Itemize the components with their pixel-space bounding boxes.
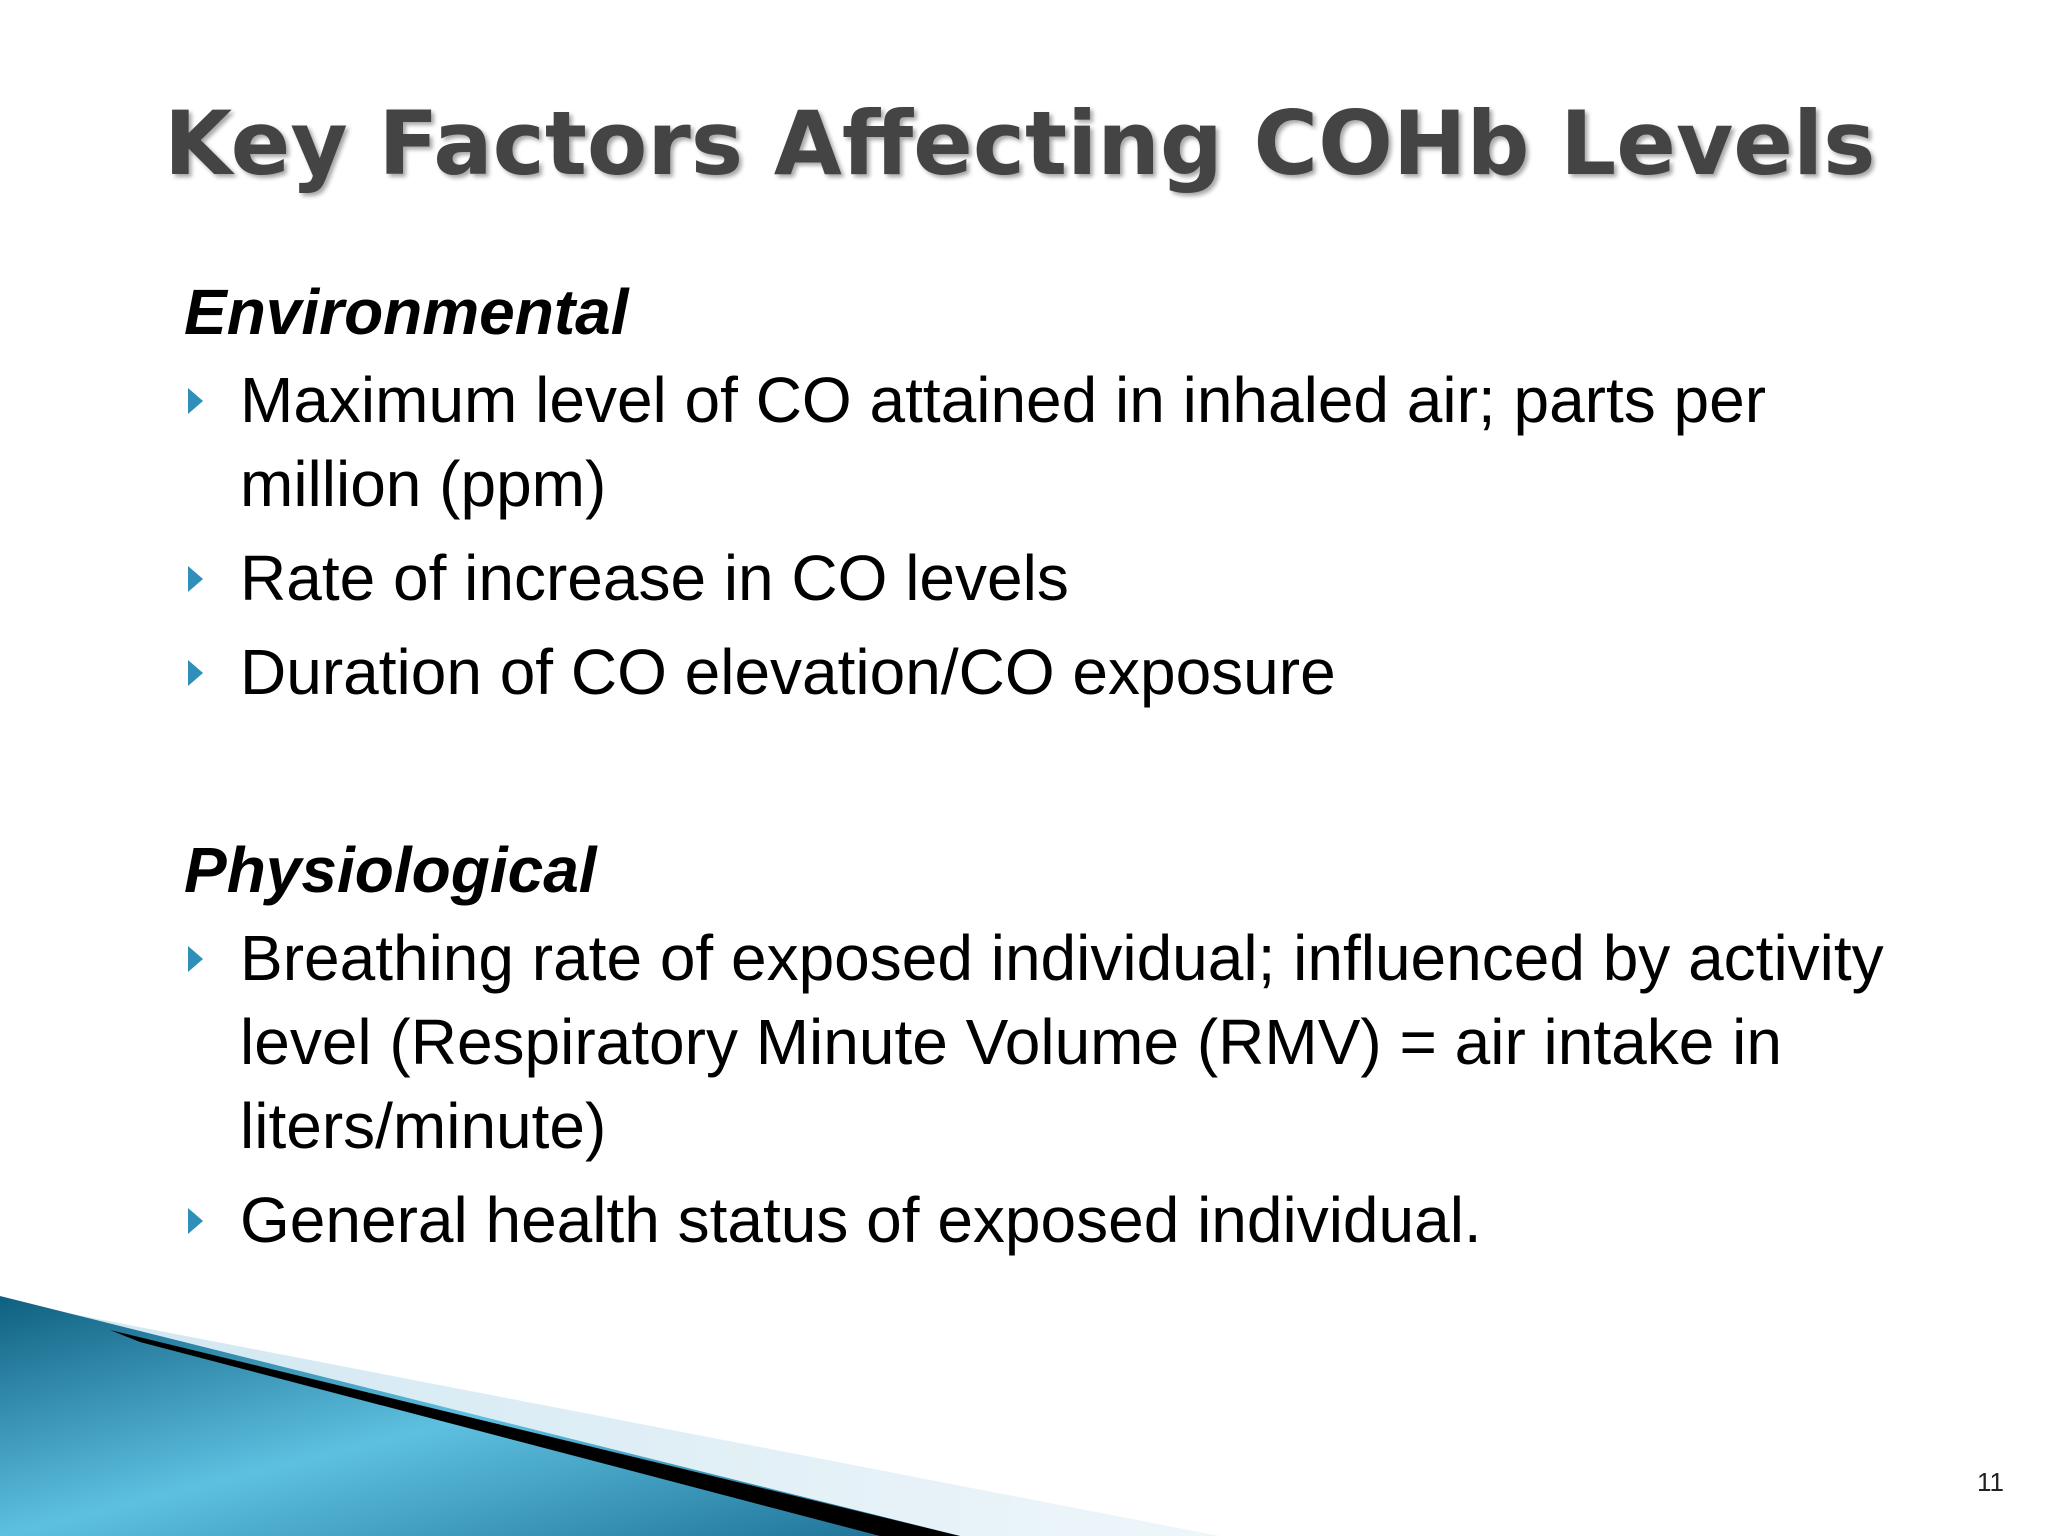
bullet-list: Breathing rate of exposed individual; in… — [184, 916, 1884, 1262]
blue-swoosh — [0, 1296, 960, 1536]
bullet-text: General health status of exposed individ… — [240, 1184, 1482, 1256]
section-spacer — [184, 724, 1884, 828]
bullet-text: Maximum level of CO attained in inhaled … — [240, 364, 1767, 520]
triangle-right-icon — [188, 1208, 203, 1234]
section-heading: Physiological — [184, 834, 597, 906]
list-item: Maximum level of CO attained in inhaled … — [184, 358, 1884, 526]
slide-content: Environmental Maximum level of CO attain… — [184, 270, 1884, 1272]
triangle-right-icon — [188, 660, 203, 686]
black-swoosh — [110, 1330, 960, 1536]
section-physiological: Physiological Breathing rate of exposed … — [184, 828, 1884, 1262]
bullet-list: Maximum level of CO attained in inhaled … — [184, 358, 1884, 714]
list-item: General health status of exposed individ… — [184, 1178, 1884, 1262]
bullet-text: Breathing rate of exposed individual; in… — [240, 922, 1884, 1162]
bullet-text: Duration of CO elevation/CO exposure — [240, 636, 1336, 708]
slide-number: 11 — [1977, 1467, 2004, 1497]
slide-title: Key Factors Affecting COHb Levels — [164, 92, 1876, 195]
list-item: Rate of increase in CO levels — [184, 536, 1884, 620]
triangle-right-icon — [188, 566, 203, 592]
section-environmental: Environmental Maximum level of CO attain… — [184, 270, 1884, 714]
section-heading: Environmental — [184, 276, 629, 348]
list-item: Duration of CO elevation/CO exposure — [184, 630, 1884, 714]
triangle-right-icon — [188, 388, 203, 414]
triangle-right-icon — [188, 946, 203, 972]
pale-swoosh — [0, 1300, 1220, 1536]
bullet-text: Rate of increase in CO levels — [240, 542, 1069, 614]
list-item: Breathing rate of exposed individual; in… — [184, 916, 1884, 1168]
